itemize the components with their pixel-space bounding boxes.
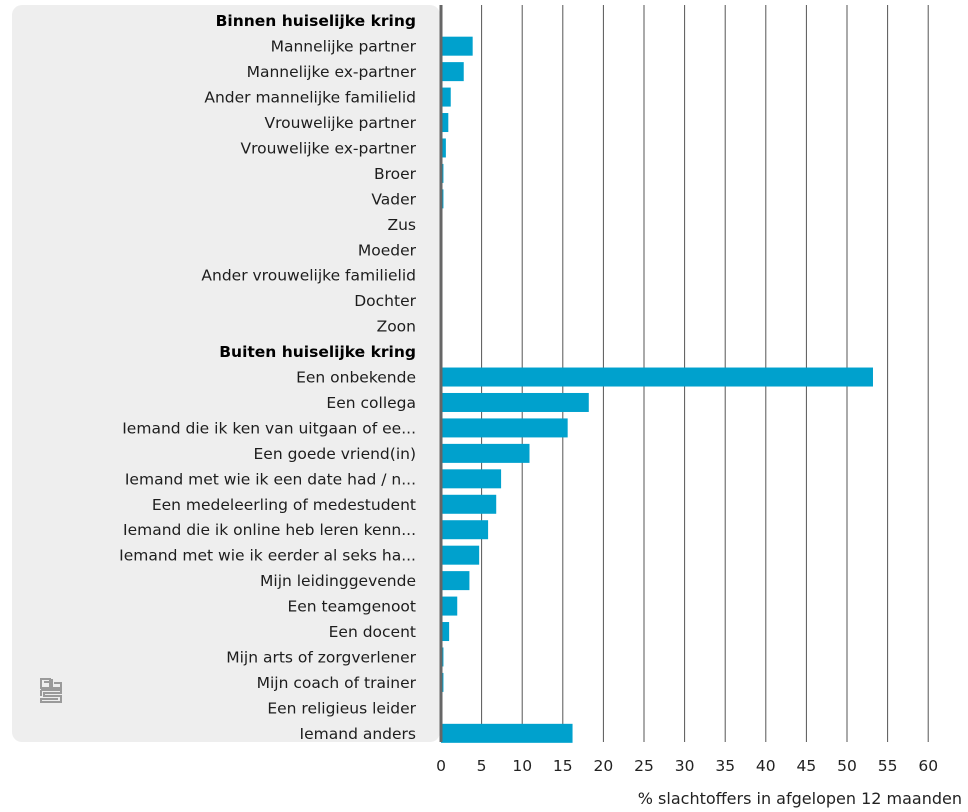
category-label: Zoon — [377, 318, 416, 336]
category-label: Ander mannelijke familielid — [204, 89, 416, 107]
bar[interactable] — [441, 545, 480, 565]
category-label: Een religieus leider — [267, 699, 416, 717]
category-label: Iemand die ik online heb leren kenn... — [123, 521, 416, 539]
category-label: Een medeleerling of medestudent — [152, 496, 416, 514]
bar[interactable] — [441, 571, 470, 591]
x-tick-label: 20 — [594, 757, 614, 775]
bar[interactable] — [441, 443, 530, 463]
category-label: Mannelijke ex-partner — [247, 63, 417, 81]
bars — [441, 36, 873, 743]
category-labels: Binnen huiselijke kring Mannelijke partne… — [119, 12, 417, 743]
category-label: Vader — [371, 190, 416, 208]
label-panel — [12, 5, 440, 742]
bar[interactable] — [441, 138, 446, 158]
x-tick-label: 15 — [553, 757, 573, 775]
x-axis-title: % slachtoffers in afgelopen 12 maanden — [638, 789, 962, 808]
bar[interactable] — [441, 494, 497, 514]
category-label: Vrouwelijke ex-partner — [240, 139, 416, 157]
x-tick-labels: 0 5 10 15 20 25 30 35 40 45 50 55 60 — [436, 757, 938, 775]
category-label: Een goede vriend(in) — [253, 445, 416, 463]
category-label: Ander vrouwelijke familielid — [201, 267, 416, 285]
bar[interactable] — [441, 392, 589, 412]
category-label: Een onbekende — [296, 369, 416, 387]
bar[interactable] — [441, 418, 568, 438]
x-tick-label: 0 — [436, 757, 446, 775]
category-label: Zus — [387, 216, 416, 234]
x-tick-label: 30 — [675, 757, 695, 775]
bar[interactable] — [441, 596, 458, 616]
category-label: Een teamgenoot — [287, 598, 416, 616]
x-tick-label: 60 — [918, 757, 938, 775]
x-tick-label: 45 — [797, 757, 817, 775]
bar[interactable] — [441, 36, 473, 56]
bar[interactable] — [441, 723, 573, 743]
category-label: Een collega — [326, 394, 416, 412]
category-label: Iemand met wie ik eerder al seks ha... — [119, 547, 416, 565]
x-tick-label: 5 — [477, 757, 487, 775]
category-label: Mijn coach of trainer — [257, 674, 417, 692]
bar[interactable] — [441, 62, 464, 82]
category-label: Broer — [374, 165, 417, 183]
category-label: Iemand met wie ik een date had / n... — [125, 470, 416, 488]
category-label: Vrouwelijke partner — [265, 114, 417, 132]
bar[interactable] — [441, 520, 489, 540]
x-tick-label: 50 — [837, 757, 857, 775]
category-label: Een docent — [329, 623, 416, 641]
category-label: Mijn leidinggevende — [260, 572, 416, 590]
category-label: Mannelijke partner — [271, 38, 417, 56]
x-tick-label: 55 — [878, 757, 898, 775]
group-header-label: Buiten huiselijke kring — [219, 343, 416, 361]
group-header-label: Binnen huiselijke kring — [216, 12, 416, 30]
category-label: Moeder — [358, 241, 417, 259]
category-label: Iemand anders — [300, 725, 416, 743]
bar[interactable] — [441, 367, 873, 387]
bar[interactable] — [441, 622, 450, 642]
x-tick-label: 35 — [715, 757, 735, 775]
category-label: Mijn arts of zorgverlener — [226, 648, 416, 666]
x-tick-label: 40 — [756, 757, 776, 775]
category-label: Dochter — [354, 292, 416, 310]
bar[interactable] — [441, 87, 451, 107]
cbs-logo-icon — [40, 678, 62, 703]
x-tick-label: 10 — [512, 757, 532, 775]
x-tick-label: 25 — [634, 757, 654, 775]
bar[interactable] — [441, 469, 502, 489]
category-label: Iemand die ik ken van uitgaan of ee... — [122, 419, 416, 437]
bar[interactable] — [441, 113, 449, 133]
